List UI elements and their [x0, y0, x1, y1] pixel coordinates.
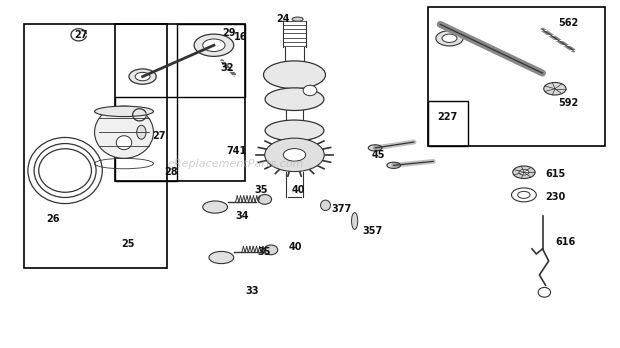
- Text: 16: 16: [234, 32, 248, 41]
- Circle shape: [518, 191, 530, 198]
- Ellipse shape: [265, 88, 324, 111]
- Ellipse shape: [264, 61, 326, 89]
- Text: 40: 40: [288, 242, 302, 252]
- Text: 35: 35: [254, 185, 268, 195]
- Circle shape: [544, 82, 566, 95]
- Ellipse shape: [203, 201, 228, 213]
- Text: 35: 35: [257, 247, 271, 257]
- Ellipse shape: [387, 162, 401, 168]
- Circle shape: [135, 72, 150, 81]
- Text: 230: 230: [546, 192, 566, 201]
- Circle shape: [203, 39, 225, 52]
- Text: 32: 32: [220, 63, 234, 73]
- Text: eReplacementParts.com: eReplacementParts.com: [167, 159, 304, 168]
- Ellipse shape: [303, 85, 317, 96]
- Ellipse shape: [94, 106, 153, 158]
- Circle shape: [436, 31, 463, 46]
- Bar: [24, 24, 167, 268]
- Ellipse shape: [258, 195, 272, 204]
- Text: 357: 357: [363, 227, 383, 236]
- Text: 34: 34: [236, 211, 249, 221]
- Text: 24: 24: [276, 14, 290, 24]
- Text: 40: 40: [291, 185, 305, 195]
- Circle shape: [194, 34, 234, 56]
- Bar: [115, 97, 177, 181]
- Bar: [428, 101, 468, 146]
- Text: 29: 29: [222, 28, 236, 38]
- Ellipse shape: [352, 213, 358, 229]
- Ellipse shape: [264, 245, 278, 255]
- Ellipse shape: [292, 17, 303, 21]
- Ellipse shape: [321, 200, 330, 211]
- Text: 45: 45: [372, 150, 386, 160]
- Text: 615: 615: [546, 169, 566, 179]
- Circle shape: [513, 166, 535, 179]
- Bar: [115, 24, 245, 181]
- Ellipse shape: [265, 120, 324, 141]
- Text: 377: 377: [332, 204, 352, 214]
- Text: 227: 227: [437, 112, 458, 121]
- Ellipse shape: [94, 106, 153, 117]
- Ellipse shape: [136, 125, 146, 139]
- Bar: [177, 24, 245, 97]
- Text: 28: 28: [164, 167, 178, 177]
- Circle shape: [129, 69, 156, 84]
- Text: 33: 33: [245, 286, 259, 295]
- Bar: [428, 7, 604, 146]
- Text: 26: 26: [46, 214, 60, 224]
- Ellipse shape: [209, 251, 234, 264]
- Circle shape: [519, 169, 529, 175]
- Circle shape: [265, 138, 324, 172]
- Text: 616: 616: [555, 237, 575, 247]
- Text: 25: 25: [121, 239, 135, 248]
- Text: 562: 562: [558, 18, 578, 27]
- Text: 741: 741: [226, 147, 247, 156]
- Text: 592: 592: [558, 98, 578, 108]
- Text: 27: 27: [74, 30, 88, 40]
- Ellipse shape: [368, 145, 382, 151]
- Text: 27: 27: [152, 131, 166, 141]
- Ellipse shape: [117, 136, 131, 150]
- Circle shape: [283, 149, 306, 161]
- Circle shape: [442, 34, 457, 42]
